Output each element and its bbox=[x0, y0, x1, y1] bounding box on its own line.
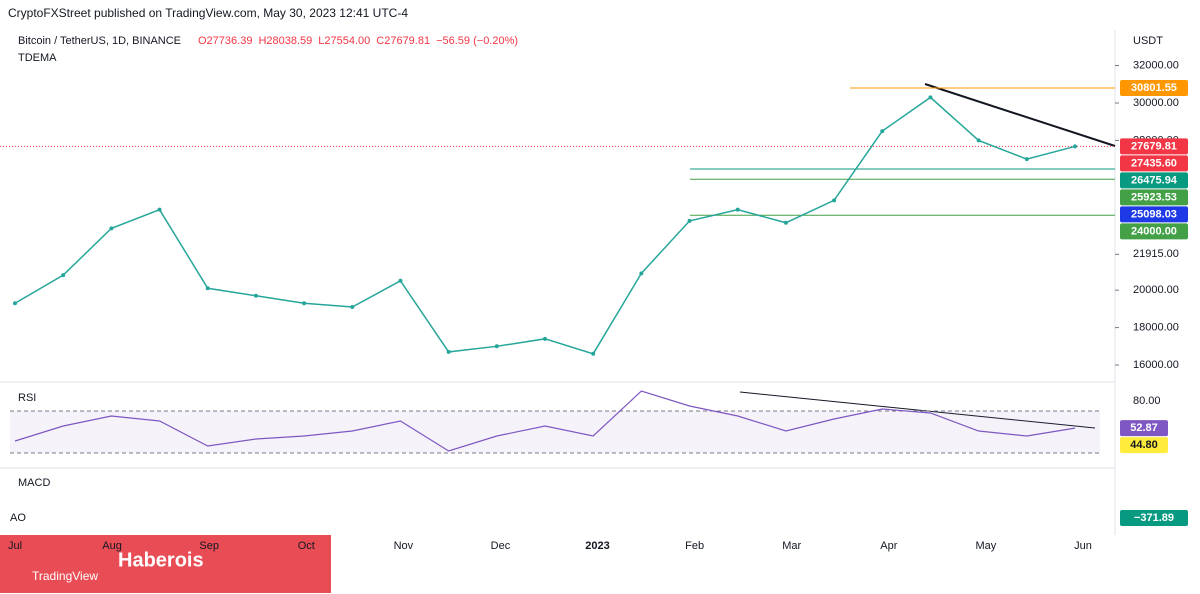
trendline bbox=[924, 83, 1116, 147]
price-tag bbox=[1120, 223, 1188, 240]
ohlc-value: O27736.39 bbox=[198, 35, 252, 47]
x-tick-label: Dec bbox=[491, 540, 511, 552]
price-tag-label: 25098.03 bbox=[1131, 208, 1177, 220]
price-point bbox=[350, 305, 355, 310]
price-point bbox=[591, 351, 596, 356]
rsi-tick-label: 80.00 bbox=[1133, 395, 1161, 407]
x-tick-label: Aug bbox=[102, 540, 122, 552]
x-tick-label: Nov bbox=[394, 540, 414, 552]
ohlc-value: C27679.81 bbox=[376, 35, 430, 47]
price-point bbox=[61, 273, 66, 278]
y-tick-label: 18000.00 bbox=[1133, 321, 1179, 333]
rsi-tag-label: 52.87 bbox=[1130, 422, 1158, 434]
price-tag bbox=[1120, 138, 1188, 155]
macd-tag-label: −371.89 bbox=[1134, 512, 1174, 524]
price-point bbox=[494, 344, 499, 349]
price-point bbox=[832, 198, 837, 203]
ao-title: AO bbox=[10, 512, 26, 524]
ohlc-value: L27554.00 bbox=[318, 35, 370, 47]
ohlc-value: −56.59 (−0.20%) bbox=[436, 35, 518, 47]
rsi-tag bbox=[1120, 437, 1168, 454]
price-tag-label: 24000.00 bbox=[1131, 225, 1177, 237]
price-point bbox=[639, 271, 644, 276]
x-tick-label: Oct bbox=[298, 540, 315, 552]
price-point bbox=[880, 129, 885, 134]
rsi-tag bbox=[1120, 420, 1168, 437]
price-point bbox=[205, 286, 210, 291]
price-tag bbox=[1120, 206, 1188, 223]
price-point bbox=[302, 301, 307, 306]
price-tag bbox=[1120, 155, 1188, 172]
price-tag-label: 27435.60 bbox=[1131, 157, 1177, 169]
x-tick-label: Feb bbox=[685, 540, 704, 552]
price-point bbox=[928, 95, 933, 100]
price-point bbox=[157, 207, 162, 212]
price-point bbox=[398, 278, 403, 283]
price-tag-label: 27679.81 bbox=[1131, 140, 1177, 152]
rsi-line bbox=[14, 390, 1076, 452]
price-point bbox=[783, 220, 788, 225]
macd-title: MACD bbox=[18, 477, 50, 489]
watermark: Haberois bbox=[118, 549, 204, 571]
ohlc-value: H28038.59 bbox=[258, 35, 312, 47]
price-point bbox=[1024, 157, 1029, 162]
price-tag-label: 26475.94 bbox=[1131, 174, 1178, 186]
x-tick-label: Jul bbox=[8, 540, 22, 552]
price-point bbox=[13, 301, 17, 306]
currency: USDT bbox=[1133, 35, 1163, 47]
price-point bbox=[543, 336, 547, 341]
y-tick-label: 20000.00 bbox=[1133, 284, 1179, 296]
rsi-tag-label: 44.80 bbox=[1130, 439, 1158, 451]
indicator: TDEMA bbox=[18, 52, 57, 64]
price-point bbox=[1073, 144, 1077, 149]
price-tag bbox=[1120, 189, 1188, 206]
x-tick-label: May bbox=[976, 540, 997, 552]
price-tag-label: 25923.53 bbox=[1131, 191, 1177, 203]
price-tag bbox=[1120, 172, 1188, 189]
rsi-band-fill bbox=[10, 411, 1100, 453]
x-tick-label: 2023 bbox=[585, 540, 609, 552]
price-tag-label: 30801.55 bbox=[1131, 82, 1177, 94]
y-tick-label: 32000.00 bbox=[1133, 59, 1179, 71]
symbol: Bitcoin / TetherUS, 1D, BINANCE bbox=[18, 35, 181, 47]
y-tick-label: 16000.00 bbox=[1133, 359, 1179, 371]
rsi-title: RSI bbox=[18, 392, 36, 404]
x-tick-label: Apr bbox=[880, 540, 897, 552]
price-point bbox=[687, 218, 692, 223]
price-point bbox=[446, 349, 451, 354]
macd-tag bbox=[1120, 510, 1188, 526]
x-tick-label: Mar bbox=[782, 540, 801, 552]
price-point bbox=[253, 293, 258, 298]
x-tick-label: Jun bbox=[1074, 540, 1092, 552]
y-tick-label: 21915.00 bbox=[1133, 248, 1179, 260]
rsi-trendline bbox=[739, 391, 1096, 429]
price-point bbox=[735, 207, 740, 212]
price-point bbox=[109, 226, 114, 231]
price-point bbox=[976, 138, 981, 143]
x-tick-label: Sep bbox=[199, 540, 219, 552]
watermark-box bbox=[0, 535, 331, 593]
brand: TradingView bbox=[32, 569, 98, 583]
price-tag bbox=[1120, 79, 1188, 96]
y-tick-label: 30000.00 bbox=[1133, 97, 1179, 109]
header: CryptoFXStreet published on TradingView.… bbox=[8, 6, 408, 20]
